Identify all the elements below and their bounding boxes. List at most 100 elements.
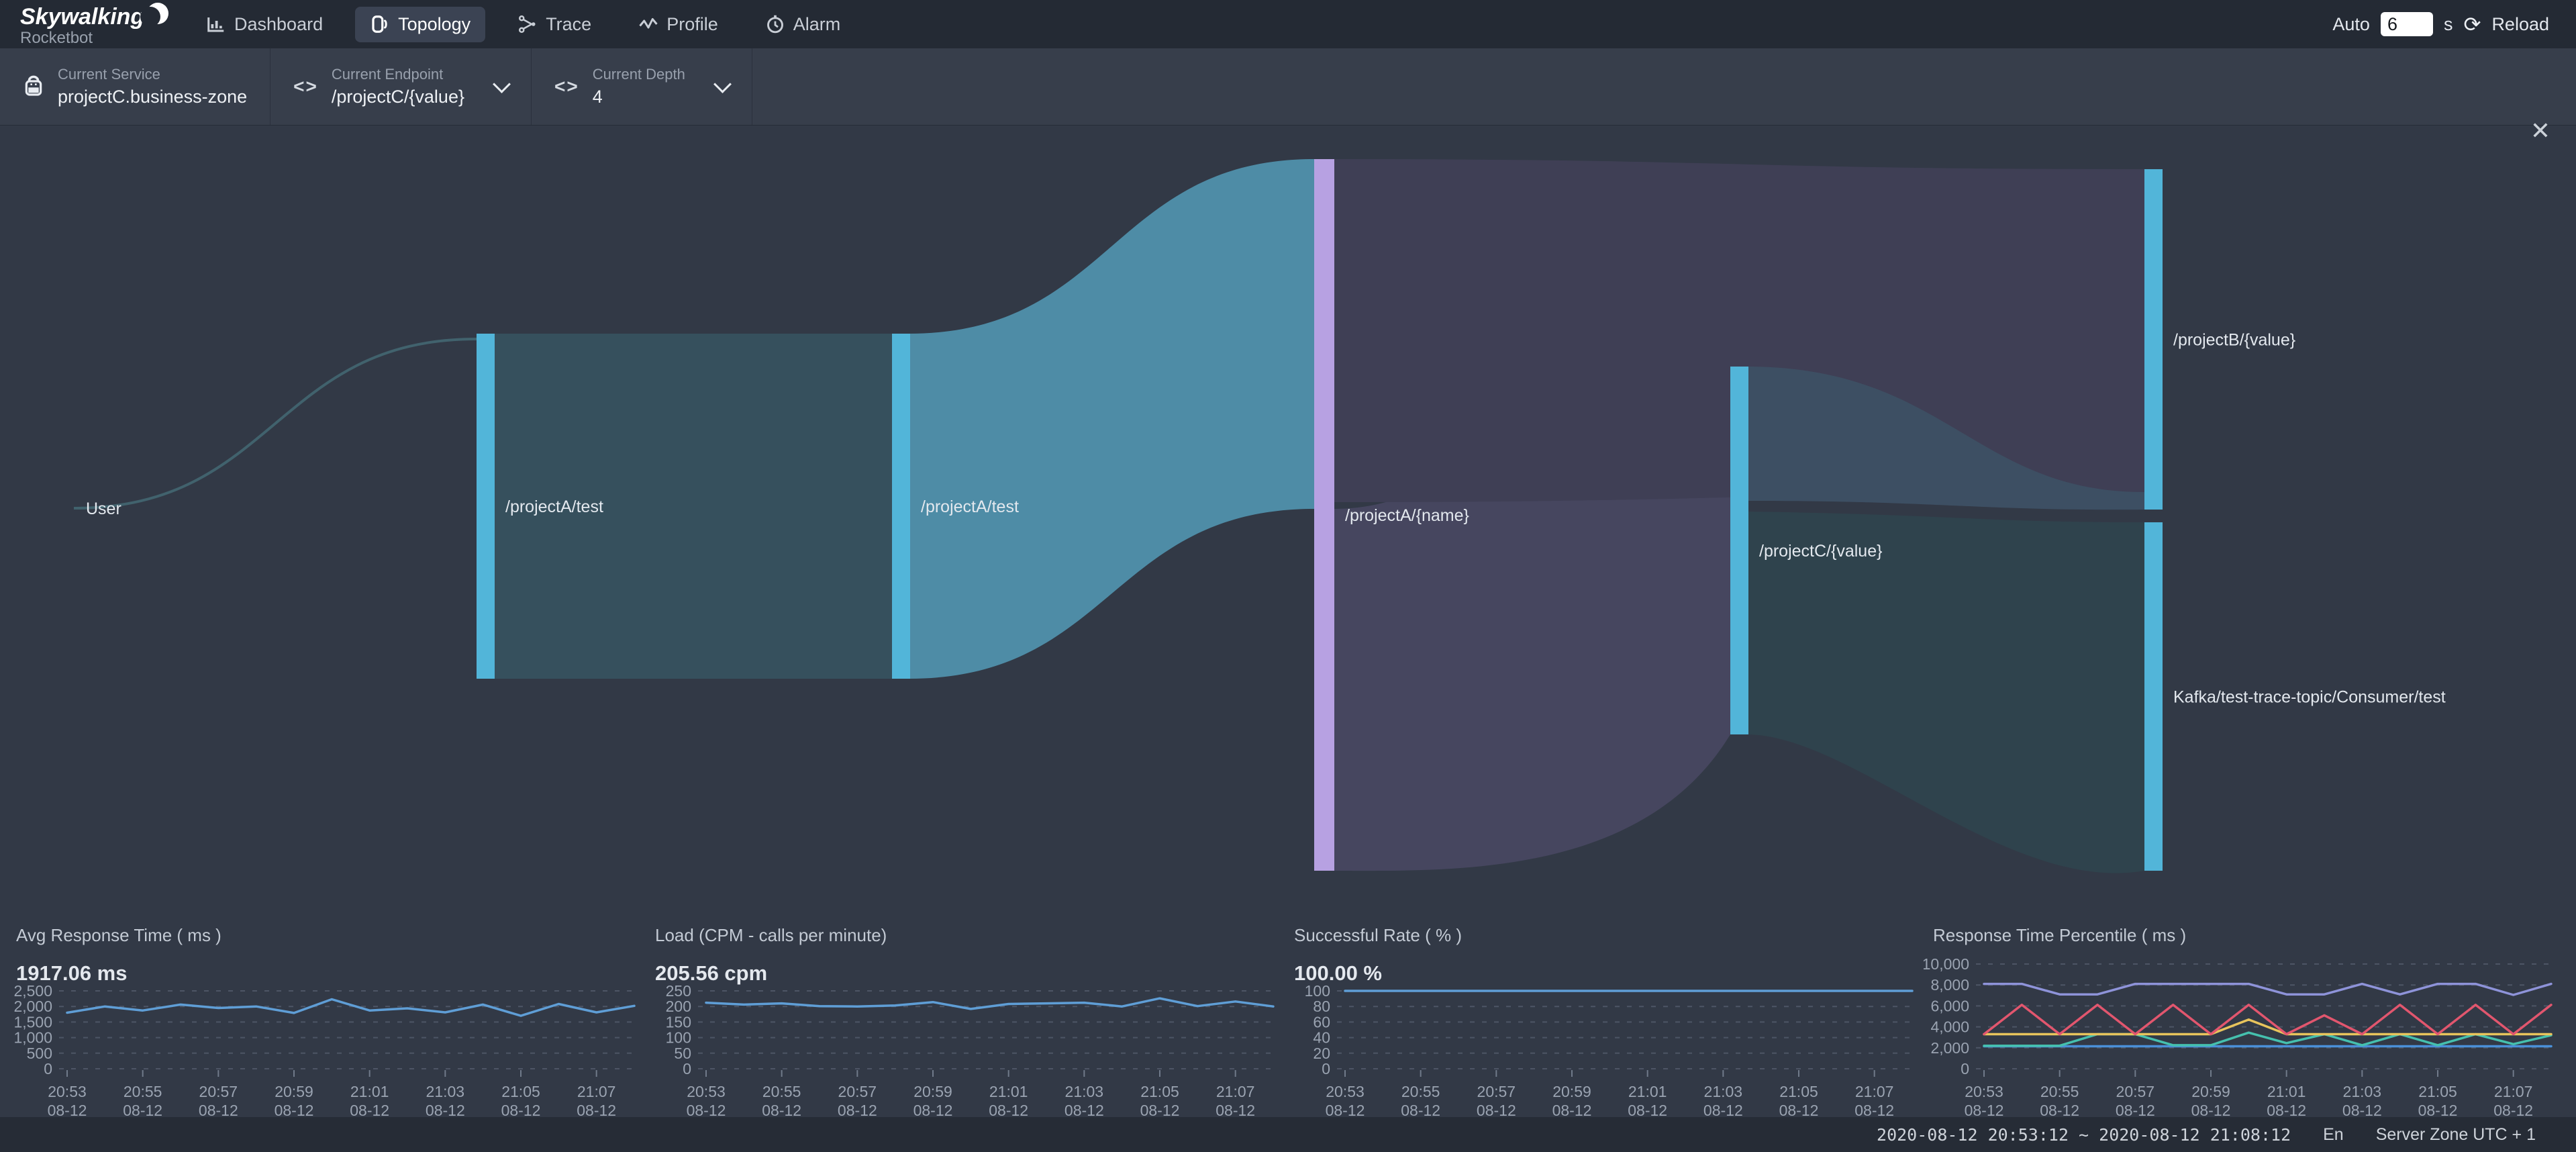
- time-range-label: 2020-08-12 20:53:12 ~ 2020-08-12 21:08:1…: [1877, 1124, 2291, 1145]
- x-axis-tick-label: 20:57: [838, 1083, 877, 1100]
- y-axis-tick-label: 2,500: [13, 982, 52, 1000]
- sankey-node-projectA-test-1[interactable]: [477, 334, 495, 679]
- sankey-node-label-kafka-consumer: Kafka/test-trace-topic/Consumer/test: [2173, 688, 2446, 707]
- x-axis-tick-sublabel: 08-12: [989, 1102, 1028, 1117]
- y-axis-tick-label: 20: [1313, 1045, 1330, 1062]
- current-depth-dropdown[interactable]: <> Current Depth 4: [532, 48, 752, 125]
- close-icon[interactable]: ✕: [2530, 117, 2550, 144]
- skywalking-logo[interactable]: Skywalking Rocketbot: [20, 3, 195, 48]
- chart-title: Avg Response Time ( ms ): [16, 925, 221, 945]
- y-axis-tick-label: 150: [666, 1013, 691, 1030]
- current-depth-label: Current Depth: [592, 66, 685, 83]
- x-axis-tick-label: 21:07: [577, 1083, 616, 1100]
- logo-title: Skywalking: [20, 4, 145, 30]
- sankey-link-user-to-projectA-test-1: [73, 338, 477, 510]
- x-axis-tick-label: 21:05: [1779, 1083, 1818, 1100]
- nav-item-label: Dashboard: [234, 13, 324, 34]
- auto-label: Auto: [2332, 13, 2370, 34]
- nav-item-label: Alarm: [793, 13, 841, 34]
- alarm-icon: [766, 15, 783, 34]
- x-axis-tick-label: 20:59: [913, 1083, 952, 1100]
- service-lock-icon: [25, 75, 42, 96]
- y-axis-tick-label: 200: [666, 998, 691, 1015]
- x-axis-tick-label: 21:03: [1065, 1083, 1104, 1100]
- x-axis-tick-label: 20:57: [1477, 1083, 1516, 1100]
- y-axis-tick-label: 0: [1322, 1060, 1330, 1077]
- reload-icon[interactable]: ⟳: [2463, 12, 2481, 36]
- nav-item-dashboard[interactable]: Dashboard: [191, 7, 338, 42]
- chart-successful-rate: Successful Rate ( % ) 100.00 % 100 80 60 40 20…: [1285, 920, 1924, 1117]
- sankey-node-label-user: User: [86, 499, 121, 518]
- nav-item-label: Profile: [666, 13, 718, 34]
- chart-avg-response-time-ms: Avg Response Time ( ms ) 1917.06 ms 2,500 2…: [7, 920, 646, 1117]
- language-toggle[interactable]: En: [2323, 1124, 2344, 1144]
- x-axis-tick-label: 20:59: [1552, 1083, 1591, 1100]
- server-zone-label: Server Zone UTC + 1: [2375, 1124, 2536, 1144]
- x-axis-tick-sublabel: 08-12: [426, 1102, 465, 1117]
- sankey-node-label-projectA-test-1: /projectA/test: [505, 497, 603, 516]
- x-axis-tick-label: 20:55: [123, 1083, 162, 1100]
- nav-item-alarm[interactable]: Alarm: [750, 7, 856, 42]
- auto-reload-controls: Auto s ⟳ Reload: [2332, 0, 2549, 48]
- nav-item-profile[interactable]: Profile: [624, 7, 733, 42]
- sankey-node-kafka-consumer[interactable]: [2144, 522, 2163, 871]
- y-axis-tick-label: 8,000: [1930, 976, 1969, 994]
- sankey-node-projectB-value[interactable]: [2144, 169, 2163, 510]
- series-line-red: [1983, 1004, 2553, 1036]
- x-axis-tick-label: 21:01: [989, 1083, 1028, 1100]
- code-brackets-icon: <>: [293, 76, 318, 97]
- nav-item-trace[interactable]: Trace: [503, 7, 606, 42]
- x-axis-tick-sublabel: 08-12: [2191, 1102, 2231, 1117]
- auto-interval-input[interactable]: [2380, 12, 2433, 36]
- x-axis-tick-label: 21:07: [1216, 1083, 1255, 1100]
- y-axis-tick-label: 500: [27, 1045, 52, 1062]
- sankey-node-projectA-name[interactable]: [1314, 159, 1334, 871]
- x-axis-tick-label: 20:55: [1401, 1083, 1440, 1100]
- top-nav-bar: Skywalking Rocketbot Dashboard Topology …: [0, 0, 2576, 48]
- current-service-label: Current Service: [58, 66, 160, 83]
- current-endpoint-dropdown[interactable]: <> Current Endpoint /projectC/{value}: [270, 48, 532, 125]
- y-axis-tick-label: 2,000: [13, 998, 52, 1015]
- x-axis-tick-sublabel: 08-12: [1552, 1102, 1592, 1117]
- x-axis-tick-sublabel: 08-12: [2418, 1102, 2458, 1117]
- nav-item-label: Trace: [546, 13, 592, 34]
- sankey-node-label-projectB-value: /projectB/{value}: [2173, 331, 2295, 350]
- topology-icon: [372, 15, 387, 33]
- x-axis-tick-sublabel: 08-12: [2493, 1102, 2533, 1117]
- x-axis-tick-sublabel: 08-12: [1779, 1102, 1819, 1117]
- chart-load-cpm-calls-per-minute: Load (CPM - calls per minute) 205.56 cpm 2…: [646, 920, 1285, 1117]
- sankey-node-projectC-value[interactable]: [1730, 367, 1748, 734]
- code-brackets-icon: <>: [554, 76, 579, 97]
- footer-bar: 2020-08-12 20:53:12 ~ 2020-08-12 21:08:1…: [0, 1117, 2576, 1152]
- x-axis-tick-sublabel: 08-12: [2342, 1102, 2382, 1117]
- x-axis-tick-label: 21:03: [1704, 1083, 1743, 1100]
- logo-subtitle: Rocketbot: [20, 29, 93, 47]
- x-axis-tick-sublabel: 08-12: [1064, 1102, 1104, 1117]
- dashboard-icon: [207, 17, 224, 32]
- x-axis-tick-sublabel: 08-12: [1854, 1102, 1894, 1117]
- x-axis-tick-label: 21:01: [2267, 1083, 2306, 1100]
- y-axis-tick-label: 80: [1313, 998, 1330, 1015]
- chart-current-value: 205.56 cpm: [655, 961, 767, 985]
- y-axis-tick-label: 0: [44, 1060, 52, 1077]
- nav-item-topology[interactable]: Topology: [355, 6, 486, 42]
- x-axis-tick-sublabel: 08-12: [501, 1102, 541, 1117]
- x-axis-tick-sublabel: 08-12: [762, 1102, 801, 1117]
- x-axis-tick-label: 21:01: [350, 1083, 389, 1100]
- x-axis-tick-sublabel: 08-12: [1401, 1102, 1440, 1117]
- reload-button[interactable]: Reload: [2491, 13, 2549, 34]
- sankey-link-projectA-test-2-to-projectA-name: [909, 159, 1314, 679]
- sankey-node-projectA-test-2[interactable]: [892, 334, 910, 679]
- topology-toolbar: Current Service projectC.business-zone <…: [0, 48, 2576, 143]
- current-endpoint-value: /projectC/{value}: [331, 87, 464, 107]
- x-axis-tick-label: 21:05: [501, 1083, 540, 1100]
- chevron-down-icon[interactable]: [493, 75, 511, 93]
- chart-title: Successful Rate ( % ): [1294, 925, 1462, 945]
- series-line-yellow: [1983, 1018, 2553, 1036]
- chart-response-time-percentile-ms: Response Time Percentile ( ms ) 10,000 8,0…: [1924, 920, 2563, 1117]
- y-axis-tick-label: 0: [683, 1060, 691, 1077]
- x-axis-tick-label: 21:01: [1628, 1083, 1667, 1100]
- current-depth-value: 4: [592, 87, 603, 107]
- chart-title: Load (CPM - calls per minute): [655, 925, 887, 945]
- chevron-down-icon[interactable]: [713, 75, 732, 93]
